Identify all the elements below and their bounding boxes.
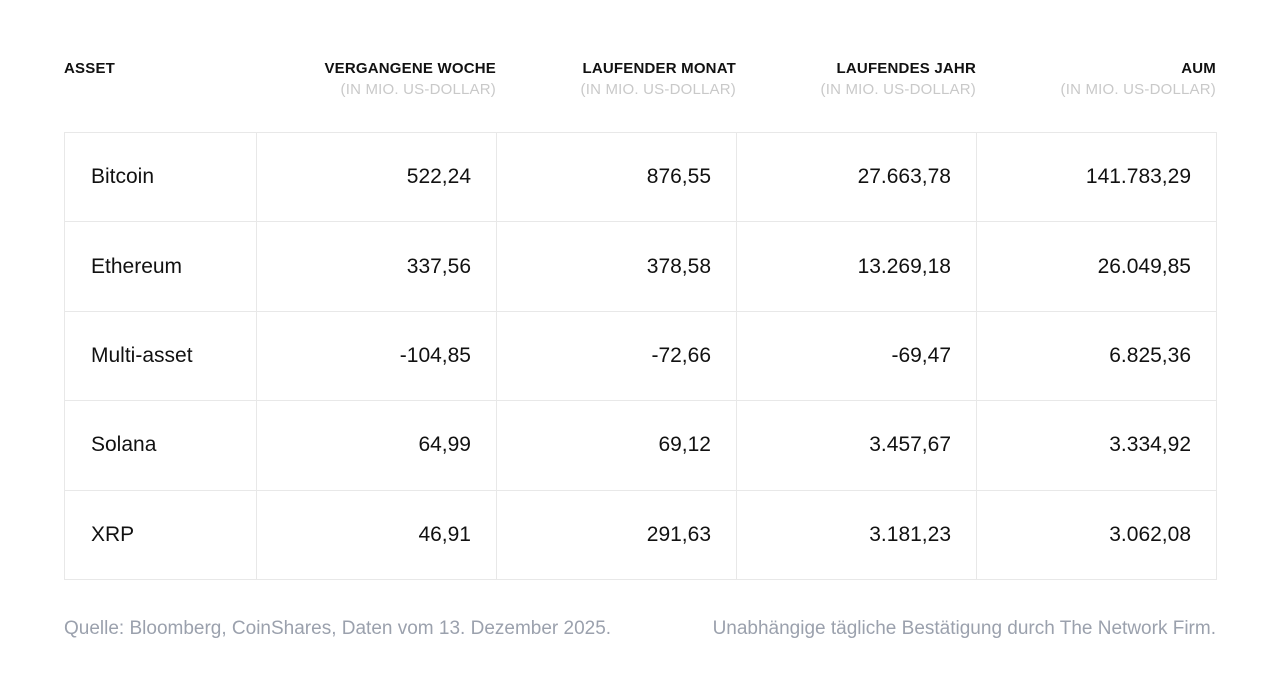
month-value: 876,55 xyxy=(496,131,737,223)
asset-name: Ethereum xyxy=(64,221,257,312)
aum-value: 141.783,29 xyxy=(976,131,1217,223)
column-header-label: ASSET xyxy=(64,60,116,77)
column-header-asset: ASSET xyxy=(64,58,256,100)
table-row-xrp: XRP 46,91 291,63 3.181,23 3.062,08 xyxy=(64,489,1217,581)
table-row-solana: Solana 64,99 69,12 3.457,67 3.334,92 xyxy=(64,400,1217,491)
week-value: 64,99 xyxy=(256,400,497,491)
table-row-bitcoin: Bitcoin 522,24 876,55 27.663,78 141.783,… xyxy=(64,131,1217,223)
asset-name: Solana xyxy=(64,400,257,491)
ytd-value: 3.457,67 xyxy=(736,400,977,491)
table-row-multi-asset: Multi-asset -104,85 -72,66 -69,47 6.825,… xyxy=(64,310,1217,402)
asset-name: Bitcoin xyxy=(64,131,257,223)
column-header-label: VERGANGENE WOCHE xyxy=(324,60,496,77)
month-value: 291,63 xyxy=(496,489,737,581)
month-value: -72,66 xyxy=(496,310,737,402)
column-header-label: AUM xyxy=(1181,60,1216,77)
week-value: 522,24 xyxy=(256,131,497,223)
column-header-aum: AUM (IN MIO. US-DOLLAR) xyxy=(976,58,1216,100)
column-header-label: LAUFENDES JAHR xyxy=(836,60,976,77)
aum-value: 3.334,92 xyxy=(976,400,1217,491)
column-header-unit: (IN MIO. US-DOLLAR) xyxy=(1060,81,1216,98)
source-note: Quelle: Bloomberg, CoinShares, Daten vom… xyxy=(64,618,612,639)
column-header-label: LAUFENDER MONAT xyxy=(582,60,736,77)
ytd-value: 13.269,18 xyxy=(736,221,977,312)
column-header-unit: (IN MIO. US-DOLLAR) xyxy=(820,81,976,98)
week-value: -104,85 xyxy=(256,310,497,402)
fund-flows-table: Bitcoin 522,24 876,55 27.663,78 141.783,… xyxy=(64,131,1217,581)
column-header-month: LAUFENDER MONAT (IN MIO. US-DOLLAR) xyxy=(496,58,736,100)
column-header-week: VERGANGENE WOCHE (IN MIO. US-DOLLAR) xyxy=(256,58,496,100)
ytd-value: 3.181,23 xyxy=(736,489,977,581)
footer: Quelle: Bloomberg, CoinShares, Daten vom… xyxy=(64,618,1216,640)
month-value: 69,12 xyxy=(496,400,737,491)
ytd-value: -69,47 xyxy=(736,310,977,402)
table-row-ethereum: Ethereum 337,56 378,58 13.269,18 26.049,… xyxy=(64,221,1217,312)
column-header-unit: (IN MIO. US-DOLLAR) xyxy=(580,81,736,98)
week-value: 337,56 xyxy=(256,221,497,312)
month-value: 378,58 xyxy=(496,221,737,312)
column-header-ytd: LAUFENDES JAHR (IN MIO. US-DOLLAR) xyxy=(736,58,976,100)
aum-value: 26.049,85 xyxy=(976,221,1217,312)
column-header-unit: (IN MIO. US-DOLLAR) xyxy=(340,81,496,98)
asset-name: Multi-asset xyxy=(64,310,257,402)
verification-note: Unabhängige tägliche Bestätigung durch T… xyxy=(712,618,1216,639)
aum-value: 3.062,08 xyxy=(976,489,1217,581)
ytd-value: 27.663,78 xyxy=(736,131,977,223)
aum-value: 6.825,36 xyxy=(976,310,1217,402)
asset-name: XRP xyxy=(64,489,257,581)
column-headers: ASSET VERGANGENE WOCHE (IN MIO. US-DOLLA… xyxy=(64,0,1216,100)
week-value: 46,91 xyxy=(256,489,497,581)
